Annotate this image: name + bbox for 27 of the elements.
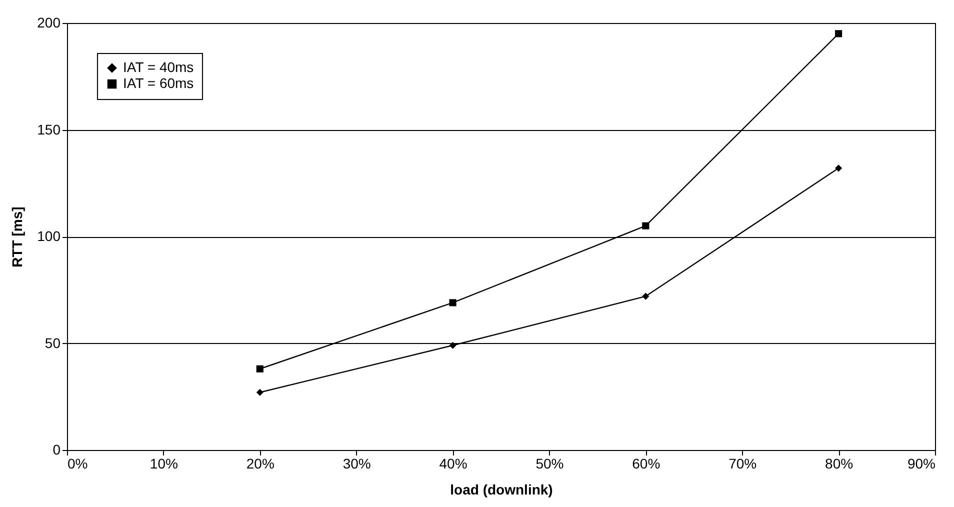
x-tick-label: 70%: [728, 456, 757, 472]
point: [449, 342, 456, 349]
x-tick-label: 60%: [632, 456, 660, 472]
x-tick-label: 40%: [439, 456, 468, 472]
y-axis-title: RTT [ms]: [9, 206, 26, 268]
x-tick-label: 10%: [150, 456, 178, 472]
point: [642, 292, 650, 300]
y-tick-label: 200: [37, 14, 61, 30]
point: [642, 222, 650, 230]
point: [256, 365, 264, 372]
x-axis-title: load (downlink): [450, 482, 553, 498]
x-tick-label: 80%: [825, 456, 854, 472]
y-tick-label: 50: [44, 334, 61, 351]
point: [256, 388, 264, 396]
y-tick-label: 100: [37, 228, 61, 244]
point: [835, 164, 842, 172]
x-tick-label: 50%: [536, 456, 564, 472]
point: [449, 299, 456, 306]
legend-label: IAT = 40ms: [123, 59, 194, 75]
point: [835, 30, 842, 38]
x-tick-label: 0%: [68, 456, 88, 472]
legend-label: IAT = 60ms: [123, 75, 194, 91]
y-tick-label: 0: [52, 442, 61, 458]
x-tick-label: 90%: [907, 456, 936, 472]
x-tick-label: 20%: [246, 456, 274, 472]
x-tick-label: 30%: [342, 456, 371, 472]
y-tick-label: 150: [37, 121, 61, 138]
